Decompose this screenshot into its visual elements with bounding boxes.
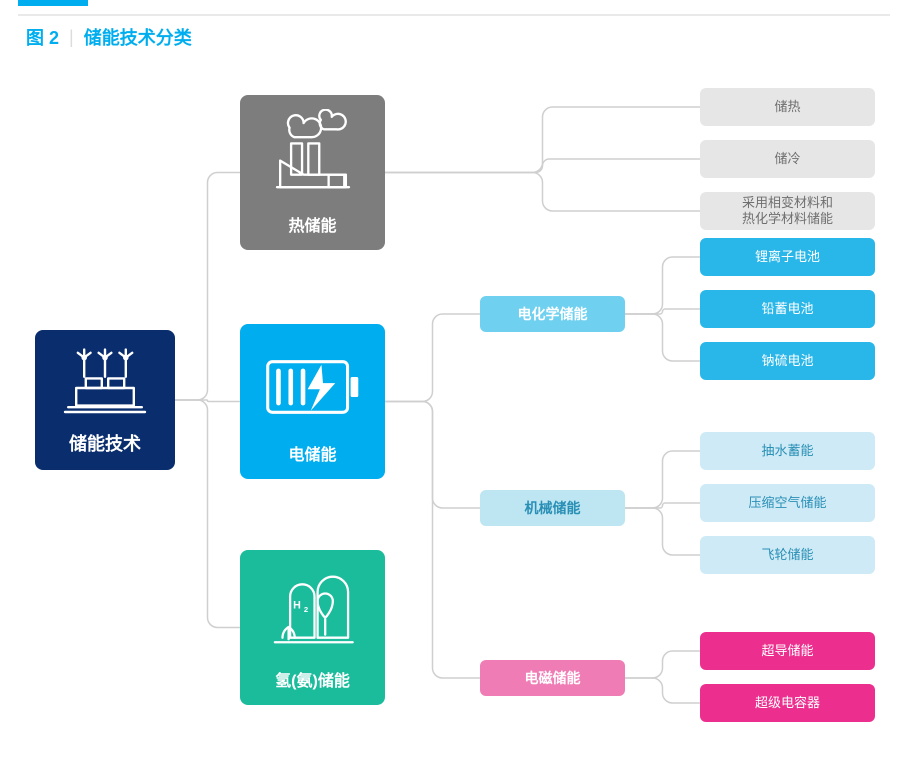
mid-electrochemical: 电化学储能 bbox=[480, 296, 625, 332]
svg-text:2: 2 bbox=[303, 605, 307, 614]
mid-mechanical-label: 机械储能 bbox=[525, 498, 581, 518]
category-thermal-label: 热储能 bbox=[288, 212, 336, 236]
emag-leaf-0: 超导储能 bbox=[700, 632, 875, 670]
power-plant-icon bbox=[35, 348, 175, 420]
category-electric: 电储能 bbox=[240, 324, 385, 479]
emag-leaf-1: 超级电容器 bbox=[700, 684, 875, 722]
category-thermal: 热储能 bbox=[240, 95, 385, 250]
category-electric-label: 电储能 bbox=[288, 441, 336, 465]
figure-separator: | bbox=[69, 27, 74, 48]
header-underline bbox=[18, 14, 890, 16]
factory-smoke-icon bbox=[240, 109, 385, 195]
chem-leaf-0: 锂离子电池 bbox=[700, 238, 875, 276]
root-label: 储能技术 bbox=[69, 430, 141, 456]
mech-leaf-1: 压缩空气储能 bbox=[700, 484, 875, 522]
mid-electrochemical-label: 电化学储能 bbox=[518, 304, 588, 324]
mid-electromagnetic: 电磁储能 bbox=[480, 660, 625, 696]
figure-prefix: 图 2 bbox=[26, 24, 59, 50]
chem-leaf-2: 钠硫电池 bbox=[700, 342, 875, 380]
mid-electromagnetic-label: 电磁储能 bbox=[525, 668, 581, 688]
category-hydrogen: H 2 氢(氨)储能 bbox=[240, 550, 385, 705]
hydrogen-tank-icon: H 2 bbox=[240, 566, 385, 656]
thermal-leaf-0: 储热 bbox=[700, 88, 875, 126]
battery-bolt-icon bbox=[240, 354, 385, 420]
svg-text:H: H bbox=[293, 600, 301, 612]
header-accent-strip bbox=[18, 0, 88, 6]
mech-leaf-0: 抽水蓄能 bbox=[700, 432, 875, 470]
mech-leaf-2: 飞轮储能 bbox=[700, 536, 875, 574]
root-node: 储能技术 bbox=[35, 330, 175, 470]
figure-title: 图 2 | 储能技术分类 bbox=[26, 24, 192, 50]
category-hydrogen-label: 氢(氨)储能 bbox=[275, 667, 350, 691]
thermal-leaf-2: 采用相变材料和 热化学材料储能 bbox=[700, 192, 875, 230]
figure-title-text: 储能技术分类 bbox=[84, 24, 192, 50]
chem-leaf-1: 铅蓄电池 bbox=[700, 290, 875, 328]
diagram-canvas: 图 2 | 储能技术分类 bbox=[0, 0, 900, 770]
mid-mechanical: 机械储能 bbox=[480, 490, 625, 526]
thermal-leaf-1: 储冷 bbox=[700, 140, 875, 178]
